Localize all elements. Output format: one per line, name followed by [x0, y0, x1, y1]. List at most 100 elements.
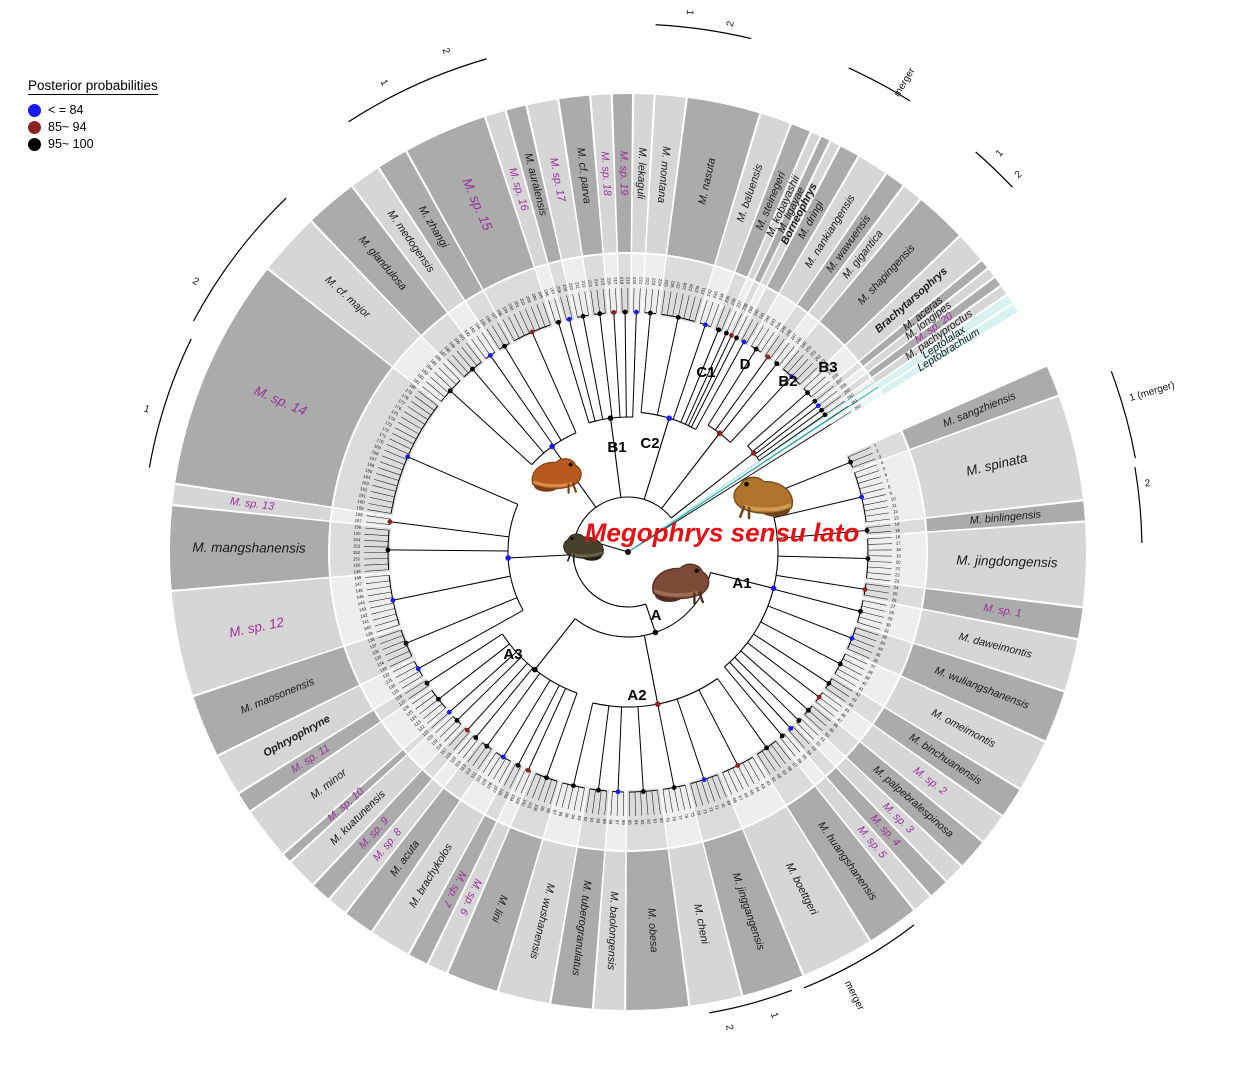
taxon-inner-shade — [511, 770, 560, 838]
tip-branch — [461, 346, 478, 366]
tip-branch — [722, 772, 733, 795]
taxon-wedge — [868, 278, 1001, 378]
tip-branch — [476, 335, 491, 356]
tip-number: 89 — [602, 819, 607, 825]
tip-number: 238 — [741, 302, 749, 311]
tip-branch — [364, 558, 389, 560]
tip-number: 260 — [846, 392, 855, 401]
tip-number: 221 — [638, 277, 643, 285]
taxon-inner-shade — [845, 431, 908, 471]
tip-branch — [867, 572, 892, 575]
posterior-node-dot — [734, 335, 739, 341]
tip-branch — [755, 328, 770, 350]
taxon-inner-shade — [498, 766, 534, 826]
clade-stem — [643, 635, 659, 705]
tip-number: 34 — [877, 646, 884, 653]
tip-branch — [536, 304, 546, 327]
posterior-node-dot — [464, 727, 470, 733]
posterior-node-dot — [735, 763, 741, 768]
tip-branch — [519, 311, 530, 334]
taxon-label: M. lekaguli — [634, 147, 648, 200]
clade-label: B1 — [607, 439, 626, 456]
tip-branch — [818, 390, 838, 406]
tip-branch — [443, 363, 461, 381]
outer-annotation: 2 — [1013, 169, 1025, 181]
tip-number: 159 — [356, 505, 364, 511]
species-stem — [767, 605, 853, 639]
species-stem — [617, 706, 623, 792]
species-stem — [687, 335, 732, 426]
tip-branch — [859, 482, 883, 490]
tip-number: 179 — [405, 387, 414, 396]
tip-branch — [366, 586, 391, 591]
tip-number: 118 — [435, 742, 444, 751]
taxon-inner-shade — [331, 572, 402, 646]
tip-branch — [538, 777, 547, 801]
tip-branch — [487, 755, 502, 777]
species-stem — [456, 656, 522, 721]
clade-stem — [670, 452, 755, 519]
tip-branch — [598, 790, 602, 815]
frog-front-legs — [567, 482, 577, 494]
posterior-node-dot — [729, 333, 734, 338]
tip-branch — [840, 663, 862, 676]
tip-branch — [863, 500, 888, 506]
species-stem — [475, 667, 534, 738]
taxon-inner-shade — [333, 368, 441, 516]
tip-number: 176 — [394, 403, 403, 411]
tip-branch — [865, 512, 890, 517]
taxon-inner-shade — [626, 787, 668, 850]
tip-number: 22 — [895, 572, 901, 577]
tip-number: 96 — [558, 811, 564, 817]
clade-stem — [710, 572, 774, 589]
tip-branch — [811, 381, 830, 398]
taxon-wedge — [859, 261, 988, 366]
posterior-node-dot — [500, 754, 506, 760]
taxon-wedge — [873, 707, 1020, 816]
tip-branch — [650, 289, 653, 314]
legend-item-label: 85~ 94 — [48, 120, 87, 134]
species-stem — [504, 345, 562, 441]
tip-number: 232 — [706, 288, 713, 297]
tip-number: 245 — [779, 324, 788, 333]
legend-item-high: 95~ 100 — [28, 137, 158, 151]
tip-branch — [367, 509, 392, 514]
legend-item-mid: 85~ 94 — [28, 120, 158, 134]
species-stem — [760, 621, 841, 665]
species-stem — [756, 409, 822, 458]
tip-number: 111 — [469, 770, 477, 779]
tip-number: 202 — [519, 297, 527, 306]
tip-number: 261 — [850, 397, 859, 405]
tip-branch — [411, 689, 432, 705]
taxon-wedge — [767, 146, 858, 293]
tip-number: 200 — [507, 303, 515, 312]
tip-branch — [378, 629, 402, 639]
tip-number: 51 — [819, 736, 826, 743]
species-stem — [597, 705, 610, 791]
tip-branch — [585, 788, 591, 813]
taxon-wedge — [761, 141, 839, 286]
taxon-wedge — [797, 174, 903, 312]
tip-branch — [415, 694, 436, 710]
posterior-node-dot — [779, 733, 785, 739]
tip-number: 230 — [694, 285, 701, 294]
tip-branch — [645, 791, 649, 816]
frog-front-legs — [566, 553, 575, 563]
tip-branch — [390, 655, 412, 667]
taxon-wedge — [668, 842, 742, 1006]
outer-arc — [193, 197, 287, 322]
posterior-node-dot — [865, 556, 871, 561]
clade-label: B2 — [778, 373, 797, 390]
posterior-node-dot — [403, 640, 409, 646]
posterior-node-dot — [702, 322, 708, 328]
posterior-node-dot — [549, 443, 555, 450]
tip-number: 171 — [378, 431, 387, 439]
taxon-wedge — [743, 806, 870, 975]
tip-branch — [857, 476, 882, 484]
tip-branch — [766, 747, 781, 768]
tip-number: 139 — [365, 630, 374, 637]
taxon-wedge — [885, 676, 1045, 789]
tip-branch — [854, 464, 878, 473]
tip-branch — [811, 705, 831, 722]
tip-branch — [592, 789, 596, 814]
